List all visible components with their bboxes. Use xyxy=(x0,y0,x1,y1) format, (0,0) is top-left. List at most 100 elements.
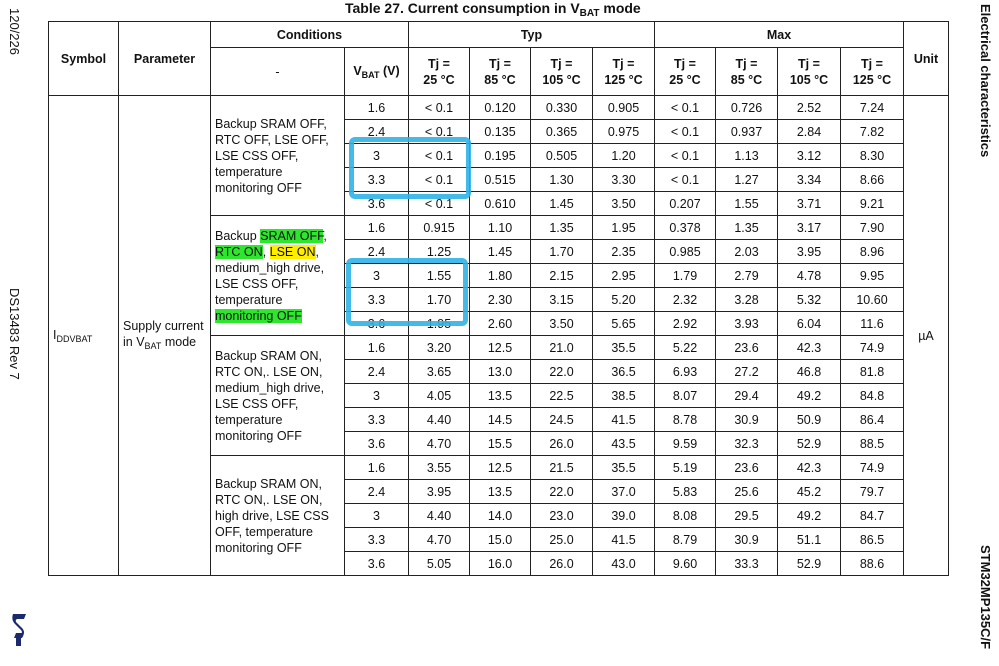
symbol-sub: DDVBAT xyxy=(56,333,93,344)
parameter-sub: BAT xyxy=(144,340,162,351)
max-cell: 88.5 xyxy=(840,431,904,456)
header-vbat: VBAT (V) xyxy=(344,47,409,96)
max-cell: 33.3 xyxy=(715,551,778,576)
header-tj-typ-3: Tj = 125 °C xyxy=(592,47,655,96)
vbat-cell: 2.4 xyxy=(344,119,409,144)
table-row: 2.4 3.65 13.0 22.0 36.5 6.93 27.2 46.8 81.8 xyxy=(49,359,949,384)
typ-cell: 21.0 xyxy=(530,335,593,360)
highlighted-text: SRAM OFF xyxy=(260,228,324,243)
max-cell: 4.78 xyxy=(777,263,841,288)
table-row: Backup SRAM ON, RTC ON,. LSE ON, medium_… xyxy=(49,335,949,456)
typ-cell: 3.65 xyxy=(408,359,470,384)
max-cell: 88.6 xyxy=(840,551,904,576)
typ-cell: 13.5 xyxy=(469,383,531,408)
typ-cell: 2.95 xyxy=(592,263,655,288)
max-cell: 3.93 xyxy=(715,311,778,336)
table-row: 3.6 4.70 15.5 26.0 43.5 9.59 32.3 52.9 88.5 xyxy=(49,431,949,456)
typ-cell: 1.95 xyxy=(408,311,470,336)
max-cell: 0.937 xyxy=(715,119,778,144)
table-row: 3.6 1.95 2.60 3.50 5.65 2.92 3.93 6.04 11.6 xyxy=(49,311,949,336)
condition-text: Backup SRAM ON, RTC ON,. LSE ON, medium_… xyxy=(215,348,325,443)
typ-cell: 3.50 xyxy=(530,311,593,336)
table-row: 3.3 4.70 15.0 25.0 41.5 8.79 30.9 51.1 86.5 xyxy=(49,527,949,552)
table-row: Backup SRAM OFF, RTC ON, LSE ON, medium_… xyxy=(49,215,949,336)
max-cell: 8.08 xyxy=(654,503,716,528)
max-cell: 49.2 xyxy=(777,503,841,528)
typ-cell: 41.5 xyxy=(592,527,655,552)
vbat-cell: 3.6 xyxy=(344,431,409,456)
max-cell: 81.8 xyxy=(840,359,904,384)
typ-cell: 39.0 xyxy=(592,503,655,528)
typ-cell: 22.0 xyxy=(530,479,593,504)
typ-cell: 1.70 xyxy=(408,287,470,312)
typ-cell: 38.5 xyxy=(592,383,655,408)
max-cell: 3.95 xyxy=(777,239,841,264)
max-cell: 3.34 xyxy=(777,167,841,192)
max-cell: 8.66 xyxy=(840,167,904,192)
typ-cell: 2.15 xyxy=(530,263,593,288)
max-cell: 2.84 xyxy=(777,119,841,144)
typ-cell: 13.5 xyxy=(469,479,531,504)
max-cell: < 0.1 xyxy=(654,95,716,120)
max-cell: < 0.1 xyxy=(654,167,716,192)
typ-cell: < 0.1 xyxy=(408,167,470,192)
typ-cell: < 0.1 xyxy=(408,95,470,120)
max-cell: 8.30 xyxy=(840,143,904,168)
parameter-cell: Supply current in VBAT mode xyxy=(118,95,211,576)
max-cell: 2.03 xyxy=(715,239,778,264)
typ-cell: 0.505 xyxy=(530,143,593,168)
max-cell: 74.9 xyxy=(840,335,904,360)
typ-cell: 3.15 xyxy=(530,287,593,312)
typ-cell: 1.70 xyxy=(530,239,593,264)
typ-cell: 3.30 xyxy=(592,167,655,192)
typ-cell: 3.20 xyxy=(408,335,470,360)
vbat-cell: 3.3 xyxy=(344,167,409,192)
vbat-cell: 3.3 xyxy=(344,287,409,312)
max-cell: 86.4 xyxy=(840,407,904,432)
typ-cell: 24.5 xyxy=(530,407,593,432)
max-cell: 51.1 xyxy=(777,527,841,552)
vbat-cell: 3.6 xyxy=(344,191,409,216)
header-tj-max-0: Tj = 25 °C xyxy=(654,47,716,96)
max-cell: 7.24 xyxy=(840,95,904,120)
current-consumption-table: Symbol Parameter Conditions Typ Max Unit… xyxy=(48,21,949,576)
condition-cell: Backup SRAM OFF, RTC OFF, LSE OFF, LSE C… xyxy=(210,95,345,216)
max-cell: 5.19 xyxy=(654,455,716,480)
max-cell: 3.28 xyxy=(715,287,778,312)
typ-cell: 15.0 xyxy=(469,527,531,552)
typ-cell: 1.25 xyxy=(408,239,470,264)
typ-cell: 16.0 xyxy=(469,551,531,576)
table-row: 3.6 5.05 16.0 26.0 43.0 9.60 33.3 52.9 88.6 xyxy=(49,551,949,576)
table-row: 3.3 4.40 14.5 24.5 41.5 8.78 30.9 50.9 86.4 xyxy=(49,407,949,432)
header-tj-max-2: Tj = 105 °C xyxy=(777,47,841,96)
typ-cell: 36.5 xyxy=(592,359,655,384)
max-cell: 0.378 xyxy=(654,215,716,240)
typ-cell: 1.55 xyxy=(408,263,470,288)
typ-cell: 22.0 xyxy=(530,359,593,384)
unit-cell: µA xyxy=(903,95,949,576)
vbat-cell: 1.6 xyxy=(344,455,409,480)
typ-cell: 1.10 xyxy=(469,215,531,240)
max-cell: 46.8 xyxy=(777,359,841,384)
typ-cell: < 0.1 xyxy=(408,191,470,216)
typ-cell: 22.5 xyxy=(530,383,593,408)
typ-cell: 2.60 xyxy=(469,311,531,336)
vbat-cell: 1.6 xyxy=(344,95,409,120)
typ-cell: 4.40 xyxy=(408,503,470,528)
max-cell: 2.92 xyxy=(654,311,716,336)
typ-cell: 4.70 xyxy=(408,527,470,552)
condition-cell: Backup SRAM ON, RTC ON,. LSE ON, high dr… xyxy=(210,455,345,576)
vbat-cell: 2.4 xyxy=(344,359,409,384)
max-cell: 49.2 xyxy=(777,383,841,408)
max-cell: 42.3 xyxy=(777,455,841,480)
vbat-cell: 1.6 xyxy=(344,215,409,240)
typ-cell: 1.80 xyxy=(469,263,531,288)
header-max: Max xyxy=(654,21,904,48)
typ-cell: 43.5 xyxy=(592,431,655,456)
vbat-cell: 3 xyxy=(344,263,409,288)
max-cell: 5.83 xyxy=(654,479,716,504)
header-typ: Typ xyxy=(408,21,655,48)
typ-cell: 0.135 xyxy=(469,119,531,144)
table-row: 3 < 0.1 0.195 0.505 1.20 < 0.1 1.13 3.12 8.30 xyxy=(49,143,949,168)
max-cell: 10.60 xyxy=(840,287,904,312)
